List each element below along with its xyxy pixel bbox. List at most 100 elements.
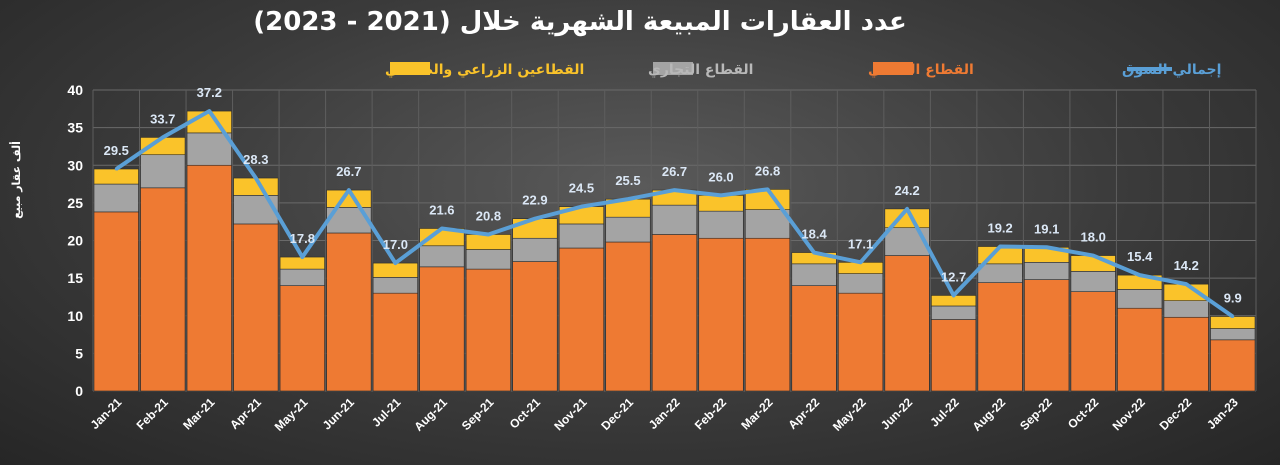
chart-title: عدد العقارات المبيعة الشهرية خلال (2021 …	[253, 7, 906, 37]
total-point	[114, 167, 118, 171]
data-label: 29.5	[104, 143, 129, 158]
bar-residential	[884, 255, 930, 392]
total-point	[393, 261, 397, 265]
bar-residential	[791, 285, 837, 392]
total-line	[114, 109, 1235, 319]
bar-commercial	[1024, 262, 1070, 280]
data-label: 33.7	[150, 111, 175, 126]
data-label: 18.4	[801, 227, 827, 242]
total-point	[626, 197, 630, 201]
x-tick-label: Aug-22	[970, 395, 1009, 434]
bar-commercial	[233, 195, 279, 225]
data-label: 26.7	[662, 164, 687, 179]
data-label: 37.2	[197, 85, 222, 100]
bar-agri-industrial	[1210, 316, 1256, 329]
x-tick-label: Feb-22	[692, 395, 729, 432]
bar-residential	[233, 223, 279, 392]
y-tick-label: 10	[67, 308, 83, 324]
bar-commercial	[558, 223, 605, 249]
x-tick-label: Jan-22	[646, 395, 683, 432]
bar-residential	[651, 234, 698, 392]
y-tick-label: 35	[67, 120, 83, 136]
legend-swatch-residential	[873, 62, 913, 75]
total-point	[486, 232, 490, 236]
bar-residential	[93, 211, 139, 392]
total-point	[347, 188, 351, 192]
bar-agri-industrial	[93, 168, 139, 185]
data-label: 26.7	[336, 164, 361, 179]
legend-swatch-commercial	[653, 62, 693, 75]
x-tick-label: Sep-21	[459, 395, 497, 433]
bar-commercial	[279, 268, 325, 286]
bar-commercial	[698, 210, 744, 239]
data-label: 26.0	[708, 169, 733, 184]
x-tick-label: Dec-21	[598, 395, 636, 433]
x-tick-label: Feb-21	[134, 395, 171, 432]
bar-commercial	[1117, 289, 1163, 309]
bar-commercial	[1070, 271, 1116, 292]
total-point	[719, 193, 723, 197]
legend-label-total: إجمالي السوق	[1122, 62, 1221, 78]
bar-residential	[140, 187, 186, 392]
total-point	[579, 205, 583, 209]
bar-commercial	[186, 132, 232, 166]
bar-agri-industrial	[698, 195, 744, 212]
bar-commercial	[419, 245, 465, 268]
total-point	[812, 251, 816, 255]
legend-label-agri-industrial: القطاعين الزراعي والصناعي	[385, 62, 584, 78]
bar-residential	[698, 237, 744, 392]
bar-residential	[326, 232, 372, 392]
bar-residential	[605, 241, 651, 392]
total-point	[1138, 273, 1142, 277]
bar-commercial	[791, 263, 837, 286]
x-tick-label: Jan-21	[88, 395, 125, 432]
legend: إجمالي السوق القطاع السكني القطاع التجار…	[385, 62, 1221, 79]
bar-residential	[465, 268, 511, 392]
bar-residential	[977, 282, 1023, 392]
total-point	[254, 176, 258, 180]
x-tick-label: Jun-21	[320, 395, 357, 432]
y-tick-label: 0	[75, 383, 83, 399]
data-label: 26.8	[755, 163, 780, 178]
data-label: 25.5	[615, 173, 640, 188]
y-axis-label: ألف عقار مبيع	[9, 141, 23, 219]
data-label: 28.3	[243, 152, 268, 167]
legend-item-total: إجمالي السوق	[1122, 62, 1221, 78]
bar-residential	[512, 261, 558, 392]
x-tick-label: Aug-21	[411, 395, 450, 434]
legend-label-residential: القطاع السكني	[868, 62, 974, 78]
bar-commercial	[1210, 328, 1256, 341]
bar-residential	[1117, 307, 1163, 392]
total-point	[161, 135, 165, 139]
total-point	[905, 207, 909, 211]
y-tick-label: 40	[67, 82, 83, 98]
bar-agri-industrial	[465, 234, 511, 250]
data-label: 17.0	[383, 237, 408, 252]
data-label: 24.5	[569, 181, 594, 196]
total-point	[1184, 282, 1188, 286]
y-tick-label: 25	[67, 195, 83, 211]
bar-residential	[372, 292, 418, 392]
total-point	[440, 226, 444, 230]
x-axis-ticks: Jan-21 Feb-21 Mar-21 Apr-21 May-21 Jun-21 Jul-…	[88, 395, 1241, 434]
bar-residential	[558, 247, 605, 392]
x-tick-label: Dec-22	[1157, 395, 1195, 433]
bar-residential	[1210, 339, 1256, 392]
data-label: 19.1	[1034, 221, 1059, 236]
data-label: 17.1	[848, 236, 873, 251]
x-tick-label: Nov-21	[551, 395, 589, 433]
total-point	[1045, 245, 1049, 249]
y-tick-label: 30	[67, 157, 83, 173]
y-axis-ticks: 0 5 10 15 20 25 30 35 40	[67, 82, 83, 399]
bar-commercial	[1163, 300, 1209, 318]
x-tick-label: Jul-22	[927, 395, 962, 430]
legend-swatch-agri-industrial	[390, 62, 430, 75]
total-point	[952, 293, 956, 297]
bar-residential	[1163, 316, 1209, 392]
legend-item-commercial: القطاع التجاري	[648, 62, 753, 79]
bar-commercial	[977, 263, 1023, 283]
bar-residential	[419, 266, 465, 392]
data-label: 14.2	[1174, 258, 1199, 273]
data-label: 12.7	[941, 269, 966, 284]
